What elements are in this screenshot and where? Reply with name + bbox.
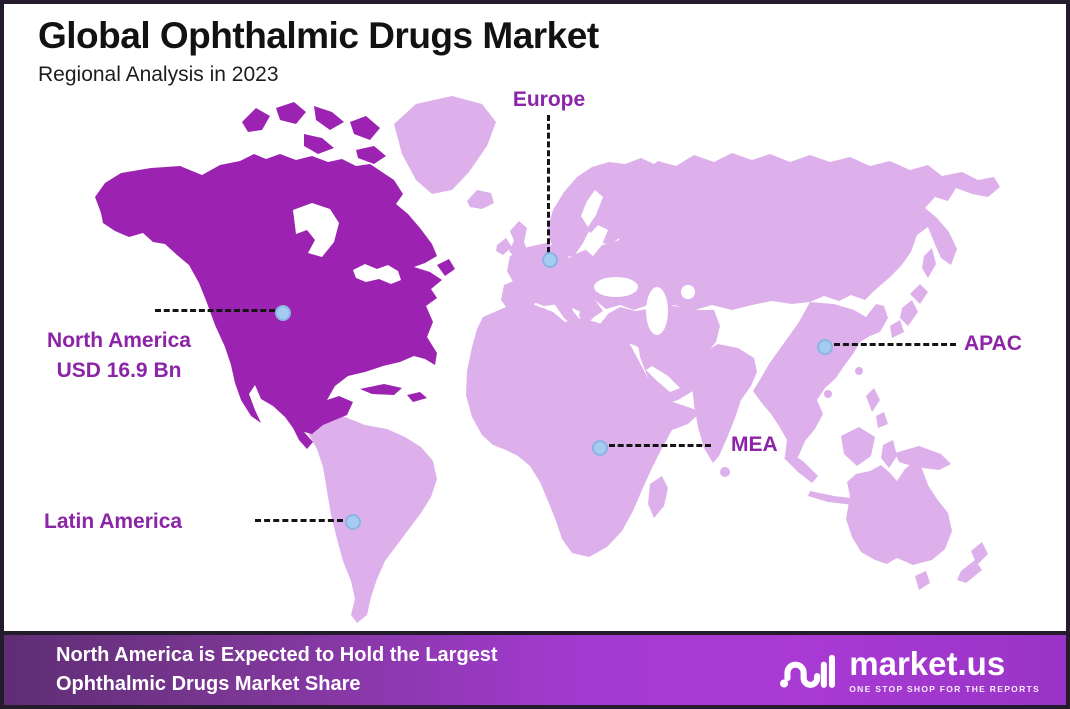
brand-logo-icon <box>780 654 836 688</box>
map-new-guinea <box>895 446 951 470</box>
region-label-latin-america: Latin America <box>44 510 183 533</box>
page-title: Global Ophthalmic Drugs Market <box>38 15 599 56</box>
marker-dot-latin-america <box>345 514 361 530</box>
map-new-zealand <box>971 542 988 565</box>
map-north-america-highlight <box>95 154 442 449</box>
map-hainan <box>824 390 832 398</box>
page-subtitle: Regional Analysis in 2023 <box>38 62 279 86</box>
map-uk <box>509 221 529 261</box>
marker-dot-europe <box>542 252 558 268</box>
footer-headline-line1: North America is Expected to Hold the La… <box>56 644 498 666</box>
map-india <box>692 344 757 463</box>
brand-tagline: ONE STOP SHOP FOR THE REPORTS <box>849 683 1040 694</box>
map-hudson-bay <box>293 203 339 257</box>
map-tasmania <box>915 571 930 590</box>
footer-headline-line2: Ophthalmic Drugs Market Share <box>56 673 361 695</box>
map-baltic-sea <box>585 225 608 256</box>
leader-line-latin-america <box>255 519 343 522</box>
region-label-mea: MEA <box>731 433 778 456</box>
map-philippines <box>866 388 880 412</box>
map-scandinavia <box>547 158 654 258</box>
leader-line-mea <box>609 444 711 447</box>
map-africa <box>466 304 701 557</box>
leader-line-apac <box>834 343 956 346</box>
map-sumatra <box>784 452 818 483</box>
map-borneo <box>841 427 875 466</box>
map-iceland <box>467 190 494 209</box>
marker-dot-north-america <box>275 305 291 321</box>
map-taiwan <box>855 367 863 375</box>
map-sakhalin <box>922 248 936 278</box>
map-italy <box>550 288 581 327</box>
header: Global Ophthalmic Drugs Market Regional … <box>38 15 599 87</box>
map-madagascar <box>648 476 668 518</box>
map-arabia <box>636 322 708 405</box>
map-sri-lanka <box>720 467 730 477</box>
map-aral-sea <box>681 285 695 299</box>
map-java <box>808 491 858 505</box>
region-label-europe: Europe <box>512 88 586 111</box>
map-ireland <box>496 238 512 255</box>
map-great-lakes <box>353 264 401 284</box>
map-russia <box>568 153 1000 311</box>
map-east-asia <box>753 302 888 465</box>
leader-line-europe <box>547 115 550 253</box>
brand-name: market.us <box>849 644 1006 682</box>
marker-dot-mea <box>592 440 608 456</box>
region-label-apac: APAC <box>964 332 1022 355</box>
map-australia <box>846 461 952 565</box>
map-japan <box>910 284 928 304</box>
map-caspian-sea <box>646 287 668 335</box>
map-greenland <box>394 96 496 194</box>
region-name-north-america: North America <box>47 329 191 352</box>
footer-banner: North America is Expected to Hold the La… <box>4 631 1066 705</box>
map-newfoundland <box>437 259 455 276</box>
map-persian-gulf <box>646 366 680 392</box>
brand-text: market.us ONE STOP SHOP FOR THE REPORTS <box>849 647 1040 694</box>
leader-line-north-america <box>155 309 275 312</box>
map-south-america <box>307 413 437 623</box>
marker-dot-apac <box>817 339 833 355</box>
region-label-north-america: North America USD 16.9 Bn <box>16 326 222 386</box>
map-black-sea <box>594 277 638 297</box>
map-cuba <box>360 384 402 395</box>
world-map <box>95 96 1000 623</box>
map-sulawesi <box>881 440 897 468</box>
map-hispaniola <box>407 392 427 402</box>
region-value-north-america: USD 16.9 Bn <box>56 359 182 382</box>
brand-logo: market.us ONE STOP SHOP FOR THE REPORTS <box>778 644 1040 696</box>
footer-headline: North America is Expected to Hold the La… <box>56 641 498 699</box>
